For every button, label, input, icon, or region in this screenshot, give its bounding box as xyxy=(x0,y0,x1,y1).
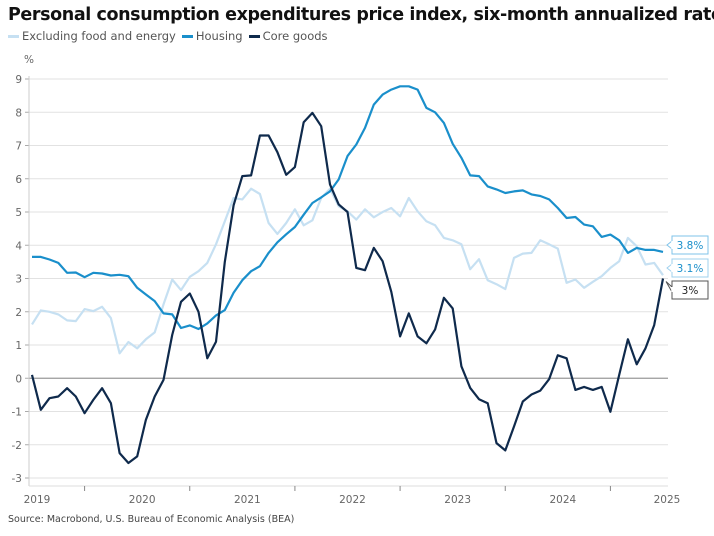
legend-label: Core goods xyxy=(262,29,328,43)
y-tick-label: 1 xyxy=(15,340,22,352)
x-tick-label: 2025 xyxy=(654,494,681,506)
legend-label: Excluding food and energy xyxy=(22,29,176,43)
x-tick-label: 2019 xyxy=(24,494,51,506)
legend-item-core-goods: Core goods xyxy=(248,29,328,43)
end-value-callout: 3.8% xyxy=(666,235,709,255)
legend-swatch xyxy=(248,34,260,38)
chart-title: Personal consumption expenditures price … xyxy=(8,5,714,25)
y-tick-label: -1 xyxy=(12,407,22,419)
series-line-housing xyxy=(32,85,664,331)
x-tick-label: 2021 xyxy=(234,494,261,506)
y-tick-label: 6 xyxy=(15,174,22,186)
y-tick-label: 8 xyxy=(15,107,22,119)
callout-pointer xyxy=(665,281,673,294)
callout-label: 3% xyxy=(682,285,699,297)
callout-label: 3.8% xyxy=(677,240,704,252)
legend-label: Housing xyxy=(195,29,243,43)
y-tick-label: 7 xyxy=(15,141,22,153)
y-tick-label: 3 xyxy=(15,274,22,286)
source-note: Source: Macrobond, U.S. Bureau of Econom… xyxy=(8,514,295,525)
legend: Excluding food and energy Housing Core g… xyxy=(8,29,328,43)
y-tick-label: -3 xyxy=(12,473,22,485)
series-line-core-goods xyxy=(30,111,665,465)
legend-item-housing: Housing xyxy=(181,29,243,43)
end-value-callout: 3.1% xyxy=(666,258,709,278)
y-axis-unit-label: % xyxy=(24,54,34,66)
y-tick-label: 0 xyxy=(15,373,22,385)
x-tick-label: 2024 xyxy=(549,494,576,506)
y-tick-label: 9 xyxy=(15,74,22,86)
y-tick-label: 2 xyxy=(15,307,22,319)
y-tick-label: 5 xyxy=(15,207,22,219)
y-tick-label: -2 xyxy=(12,440,22,452)
y-tick-label: 4 xyxy=(15,240,22,252)
legend-swatch xyxy=(181,34,193,38)
x-tick-label: 2023 xyxy=(444,494,471,506)
x-tick-label: 2020 xyxy=(129,494,156,506)
x-tick-label: 2022 xyxy=(339,494,366,506)
callout-label: 3.1% xyxy=(677,263,704,275)
legend-item-excluding-food-energy: Excluding food and energy xyxy=(8,29,176,43)
end-value-callout: 3% xyxy=(665,280,709,300)
legend-swatch xyxy=(8,34,19,38)
